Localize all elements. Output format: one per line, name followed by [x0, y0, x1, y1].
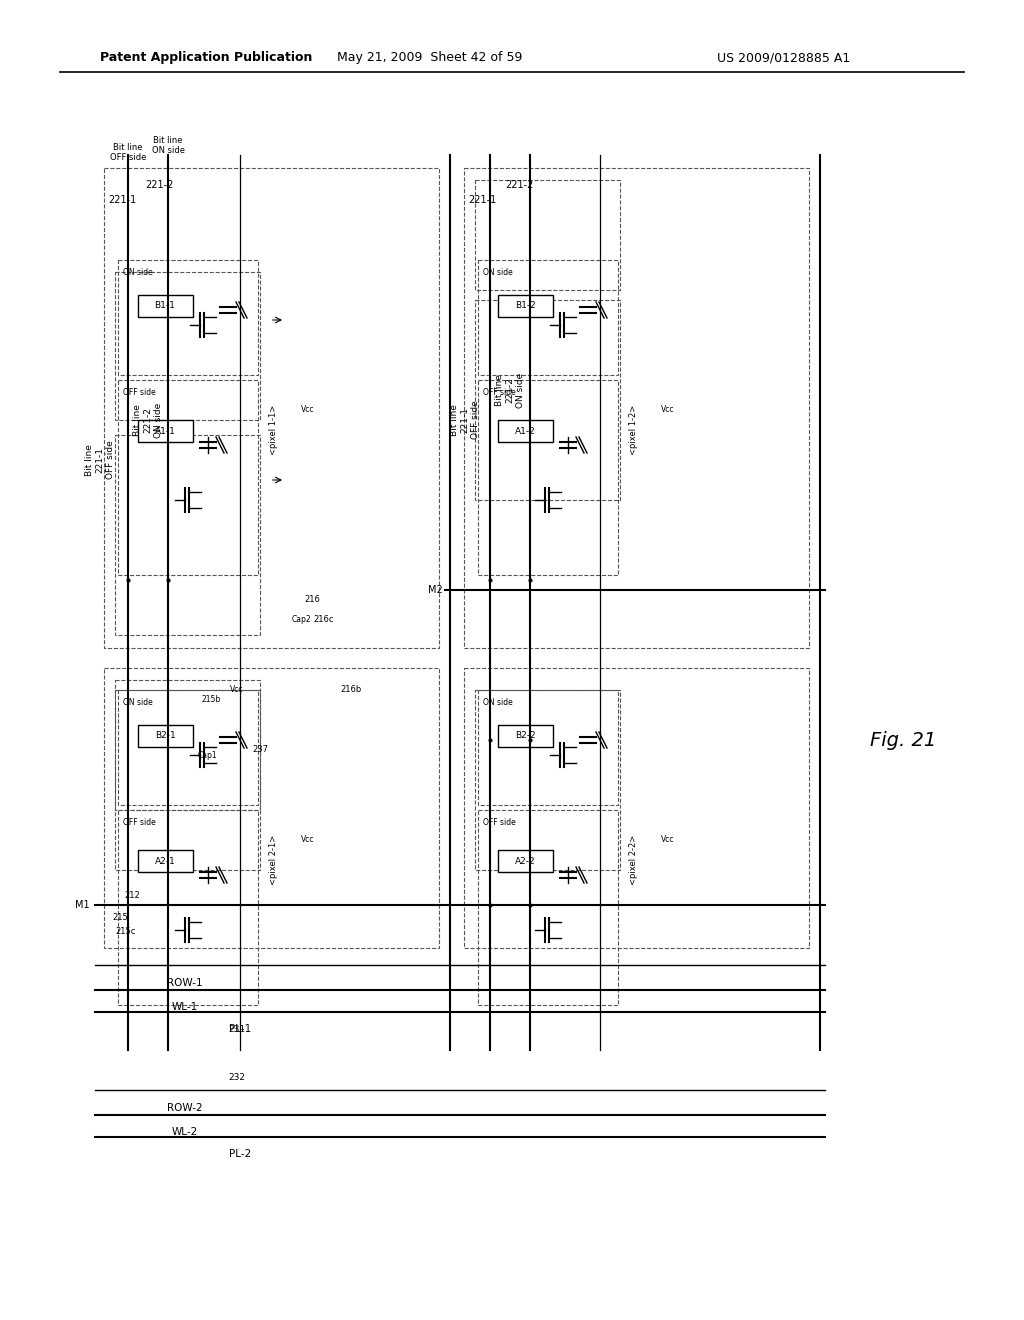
Bar: [475, 300, 620, 500]
Text: <pixel 2-2>: <pixel 2-2>: [629, 834, 638, 886]
Text: ON side: ON side: [483, 698, 513, 708]
Text: PL-1: PL-1: [229, 1024, 251, 1034]
Bar: [115, 680, 260, 810]
Text: OFF side: OFF side: [483, 388, 516, 397]
Bar: [115, 272, 260, 420]
Text: US 2009/0128885 A1: US 2009/0128885 A1: [717, 51, 850, 65]
Bar: [475, 180, 620, 290]
Bar: [115, 436, 260, 635]
Text: Bit line
221-2
ON side: Bit line 221-2 ON side: [133, 403, 163, 438]
Bar: [118, 810, 258, 1005]
Text: 215c: 215c: [115, 927, 135, 936]
Bar: [498, 420, 553, 442]
Text: 215b: 215b: [202, 696, 221, 705]
Text: ON side: ON side: [483, 268, 513, 277]
Text: 212: 212: [124, 891, 140, 900]
Text: <pixel 1-1>: <pixel 1-1>: [268, 405, 278, 455]
Text: Bit line
221-1
OFF side: Bit line 221-1 OFF side: [451, 401, 480, 440]
Bar: [475, 690, 620, 870]
Text: Cap2: Cap2: [292, 615, 311, 624]
Bar: [478, 690, 618, 805]
Text: WL-2: WL-2: [172, 1127, 198, 1137]
Text: <pixel 2-1>: <pixel 2-1>: [268, 834, 278, 886]
Text: Patent Application Publication: Patent Application Publication: [100, 51, 312, 65]
Text: Bit line
ON side: Bit line ON side: [152, 136, 184, 154]
Text: B1-2: B1-2: [515, 301, 536, 310]
Text: A1-2: A1-2: [515, 426, 536, 436]
Bar: [118, 380, 258, 576]
Bar: [104, 668, 439, 948]
Text: Vcc: Vcc: [301, 836, 314, 845]
Text: Vcc: Vcc: [230, 685, 244, 694]
Text: Vcc: Vcc: [662, 836, 675, 845]
Text: A1-1: A1-1: [155, 426, 175, 436]
Bar: [464, 668, 809, 948]
Bar: [498, 725, 553, 747]
Text: ON side: ON side: [123, 268, 153, 277]
Text: 216c: 216c: [313, 615, 334, 624]
Bar: [138, 850, 193, 873]
Bar: [498, 850, 553, 873]
Text: <pixel 1-2>: <pixel 1-2>: [629, 405, 638, 455]
Text: May 21, 2009  Sheet 42 of 59: May 21, 2009 Sheet 42 of 59: [337, 51, 522, 65]
Bar: [138, 725, 193, 747]
Text: 221-2: 221-2: [145, 180, 173, 190]
Text: B1-1: B1-1: [155, 301, 175, 310]
Text: WL-1: WL-1: [172, 1002, 198, 1012]
Text: 221-1: 221-1: [108, 195, 136, 205]
Text: Fig. 21: Fig. 21: [870, 730, 936, 750]
Text: Vcc: Vcc: [301, 405, 314, 414]
Bar: [138, 294, 193, 317]
Text: OFF side: OFF side: [123, 818, 156, 828]
Text: 232: 232: [228, 1073, 245, 1082]
Text: OFF side: OFF side: [483, 818, 516, 828]
Bar: [478, 260, 618, 375]
Bar: [498, 294, 553, 317]
Text: PL-2: PL-2: [229, 1148, 251, 1159]
Bar: [464, 168, 809, 648]
Text: ROW-2: ROW-2: [167, 1104, 203, 1113]
Bar: [118, 260, 258, 375]
Bar: [118, 690, 258, 805]
Bar: [104, 168, 439, 648]
Text: B2-1: B2-1: [155, 731, 175, 741]
Text: M1: M1: [76, 900, 90, 909]
Text: OFF side: OFF side: [123, 388, 156, 397]
Text: M2: M2: [428, 585, 443, 595]
Text: Bit line
221-2
ON side: Bit line 221-2 ON side: [495, 372, 525, 408]
Text: ROW-1: ROW-1: [167, 978, 203, 987]
Text: 231: 231: [228, 1026, 245, 1034]
Text: 221-2: 221-2: [505, 180, 534, 190]
Bar: [138, 420, 193, 442]
Text: Bit line
OFF side: Bit line OFF side: [110, 143, 146, 162]
Text: ON side: ON side: [123, 698, 153, 708]
Text: Bit line
221-1
OFF side: Bit line 221-1 OFF side: [85, 441, 115, 479]
Text: Vcc: Vcc: [662, 405, 675, 414]
Bar: [478, 380, 618, 576]
Text: A2-1: A2-1: [155, 857, 175, 866]
Text: 221-1: 221-1: [468, 195, 497, 205]
Text: A2-2: A2-2: [515, 857, 536, 866]
Text: 216b: 216b: [340, 685, 361, 694]
Text: B2-2: B2-2: [515, 731, 536, 741]
Bar: [115, 690, 260, 870]
Text: 216: 216: [304, 595, 319, 605]
Text: 237: 237: [252, 746, 268, 755]
Bar: [478, 810, 618, 1005]
Text: 215: 215: [112, 913, 128, 921]
Text: Cap1: Cap1: [198, 751, 218, 759]
